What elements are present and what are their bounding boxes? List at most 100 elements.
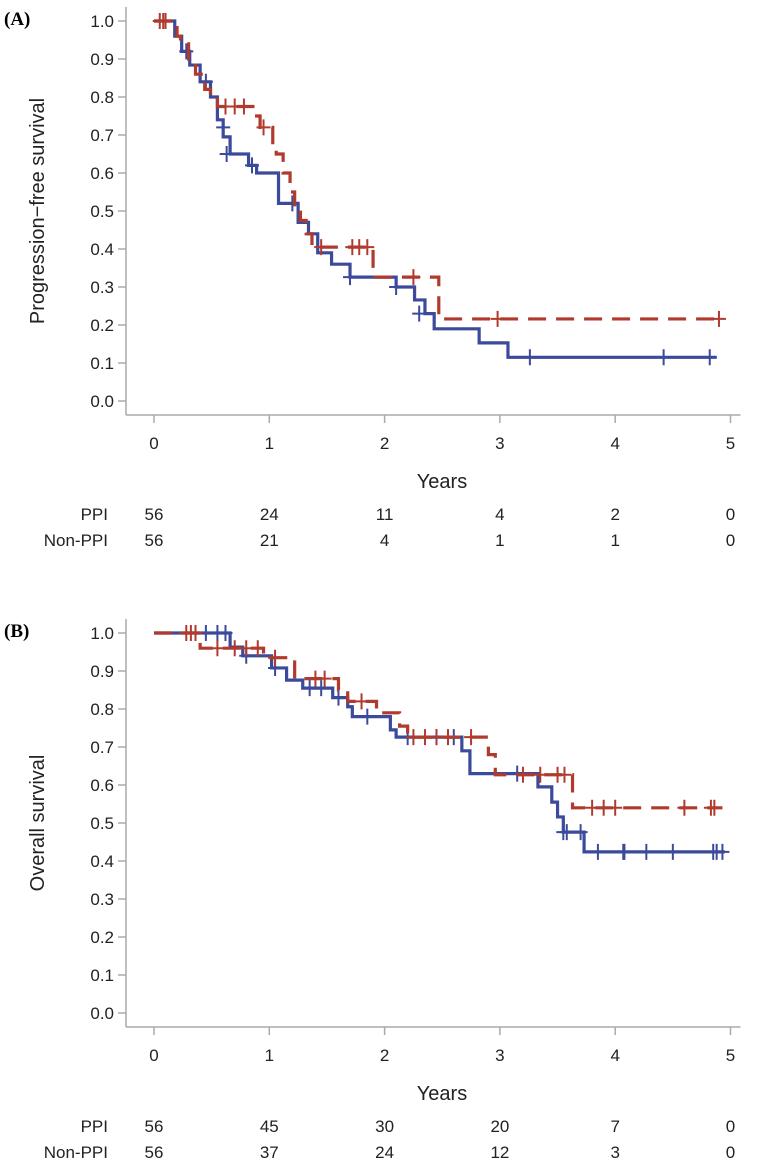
at-risk-count: 24 bbox=[375, 1143, 394, 1162]
y-tick-label: 0.2 bbox=[90, 928, 114, 947]
y-tick-label: 0.7 bbox=[90, 126, 114, 145]
x-tick-label: 0 bbox=[149, 434, 158, 453]
survival-curve-ppi bbox=[154, 19, 721, 321]
y-tick-label: 0.3 bbox=[90, 890, 114, 909]
censor-mark bbox=[412, 305, 427, 322]
censor-mark bbox=[608, 799, 623, 816]
censor-mark bbox=[665, 843, 680, 860]
survival-curve-non-ppi bbox=[154, 631, 725, 854]
x-tick-label: 4 bbox=[610, 434, 619, 453]
censor-mark bbox=[343, 269, 358, 286]
censor-mark bbox=[236, 98, 251, 115]
censor-mark bbox=[707, 799, 722, 816]
at-risk-count: 56 bbox=[145, 1143, 164, 1162]
censor-mark bbox=[250, 640, 265, 657]
at-risk-count: 4 bbox=[495, 505, 504, 524]
at-risk-count: 3 bbox=[610, 1143, 619, 1162]
panel-label: (A) bbox=[4, 9, 30, 30]
at-risk-label: Non-PPI bbox=[44, 531, 108, 550]
y-tick-label: 0.1 bbox=[90, 966, 114, 985]
censor-mark bbox=[464, 729, 479, 746]
y-tick-label: 0.2 bbox=[90, 316, 114, 335]
censor-mark bbox=[219, 146, 234, 162]
x-tick-label: 5 bbox=[726, 1046, 735, 1065]
censor-mark bbox=[711, 310, 726, 327]
censor-mark bbox=[573, 824, 588, 841]
censor-mark bbox=[389, 279, 404, 295]
at-risk-count: 56 bbox=[145, 1117, 164, 1136]
censor-mark bbox=[210, 640, 225, 657]
censor-mark bbox=[715, 843, 730, 860]
censor-mark bbox=[188, 625, 203, 641]
censor-mark bbox=[317, 670, 332, 687]
y-axis-title: Overall survival bbox=[27, 755, 49, 892]
censor-mark bbox=[360, 708, 375, 725]
at-risk-count: 45 bbox=[260, 1117, 279, 1136]
survival-curve-ppi bbox=[154, 631, 723, 810]
censor-mark bbox=[617, 843, 632, 860]
x-tick-label: 1 bbox=[265, 1046, 274, 1065]
censor-mark bbox=[639, 843, 654, 860]
at-risk-count: 37 bbox=[260, 1143, 279, 1162]
at-risk-count: 0 bbox=[726, 531, 735, 550]
at-risk-label: PPI bbox=[81, 505, 108, 524]
at-risk-label: PPI bbox=[81, 1117, 108, 1136]
y-tick-label: 0.8 bbox=[90, 88, 114, 107]
at-risk-count: 4 bbox=[380, 531, 389, 550]
x-axis-title: Years bbox=[417, 471, 467, 493]
at-risk-count: 20 bbox=[490, 1117, 509, 1136]
at-risk-count: 56 bbox=[145, 505, 164, 524]
at-risk-count: 2 bbox=[610, 505, 619, 524]
censor-mark bbox=[533, 766, 548, 783]
y-tick-label: 0.6 bbox=[90, 164, 114, 183]
at-risk-count: 7 bbox=[610, 1117, 619, 1136]
censor-mark bbox=[354, 693, 369, 710]
at-risk-count: 0 bbox=[726, 1117, 735, 1136]
y-tick-label: 0.4 bbox=[90, 240, 114, 259]
at-risk-count: 21 bbox=[260, 531, 279, 550]
y-tick-label: 1.0 bbox=[90, 624, 114, 643]
y-tick-label: 0.5 bbox=[90, 202, 114, 221]
censor-mark bbox=[314, 239, 329, 256]
censor-mark bbox=[557, 766, 572, 783]
y-tick-label: 0.5 bbox=[90, 814, 114, 833]
censor-mark bbox=[314, 680, 329, 697]
censor-mark bbox=[656, 349, 671, 366]
x-tick-label: 3 bbox=[495, 1046, 504, 1065]
panel-a: (A) 0.0 0.1 0.2 0.3 0.4 0.5 0.6 0.7 0.8 0.9 1.0 0 1 2 3… bbox=[4, 7, 741, 550]
censor-mark bbox=[515, 766, 530, 783]
censor-mark bbox=[245, 157, 260, 174]
at-risk-count: 0 bbox=[726, 505, 735, 524]
panel-b: (B)0.00.10.20.30.40.50.60.70.80.91.00 1 2 3… bbox=[4, 619, 741, 1162]
censor-mark bbox=[677, 799, 692, 816]
at-risk-count: 24 bbox=[260, 505, 279, 524]
y-tick-label: 0.0 bbox=[90, 1004, 114, 1023]
censor-mark bbox=[268, 649, 283, 666]
survival-curve-non-ppi bbox=[154, 19, 717, 359]
censor-mark bbox=[216, 119, 231, 136]
y-tick-label: 1.0 bbox=[90, 12, 114, 31]
x-tick-label: 0 bbox=[149, 1046, 158, 1065]
at-risk-count: 1 bbox=[610, 531, 619, 550]
x-tick-label: 3 bbox=[495, 434, 504, 453]
y-axis-title: Progression−free survival bbox=[27, 98, 49, 324]
censor-mark bbox=[158, 13, 173, 29]
x-tick-label: 1 bbox=[265, 434, 274, 453]
at-risk-count: 30 bbox=[375, 1117, 394, 1136]
censor-mark bbox=[559, 824, 574, 841]
at-risk-count: 56 bbox=[145, 531, 164, 550]
at-risk-count: 1 bbox=[495, 531, 504, 550]
censor-mark bbox=[702, 349, 717, 366]
panel-label: (B) bbox=[4, 621, 29, 642]
y-tick-label: 0.0 bbox=[90, 392, 114, 411]
at-risk-label: Non-PPI bbox=[44, 1143, 108, 1162]
censor-mark bbox=[441, 729, 456, 746]
censor-mark bbox=[179, 43, 194, 60]
censor-mark bbox=[256, 119, 271, 136]
censor-mark bbox=[590, 843, 605, 860]
censor-mark bbox=[218, 625, 233, 641]
at-risk-count: 12 bbox=[490, 1143, 509, 1162]
censor-mark bbox=[522, 349, 537, 366]
at-risk-count: 11 bbox=[376, 505, 394, 524]
